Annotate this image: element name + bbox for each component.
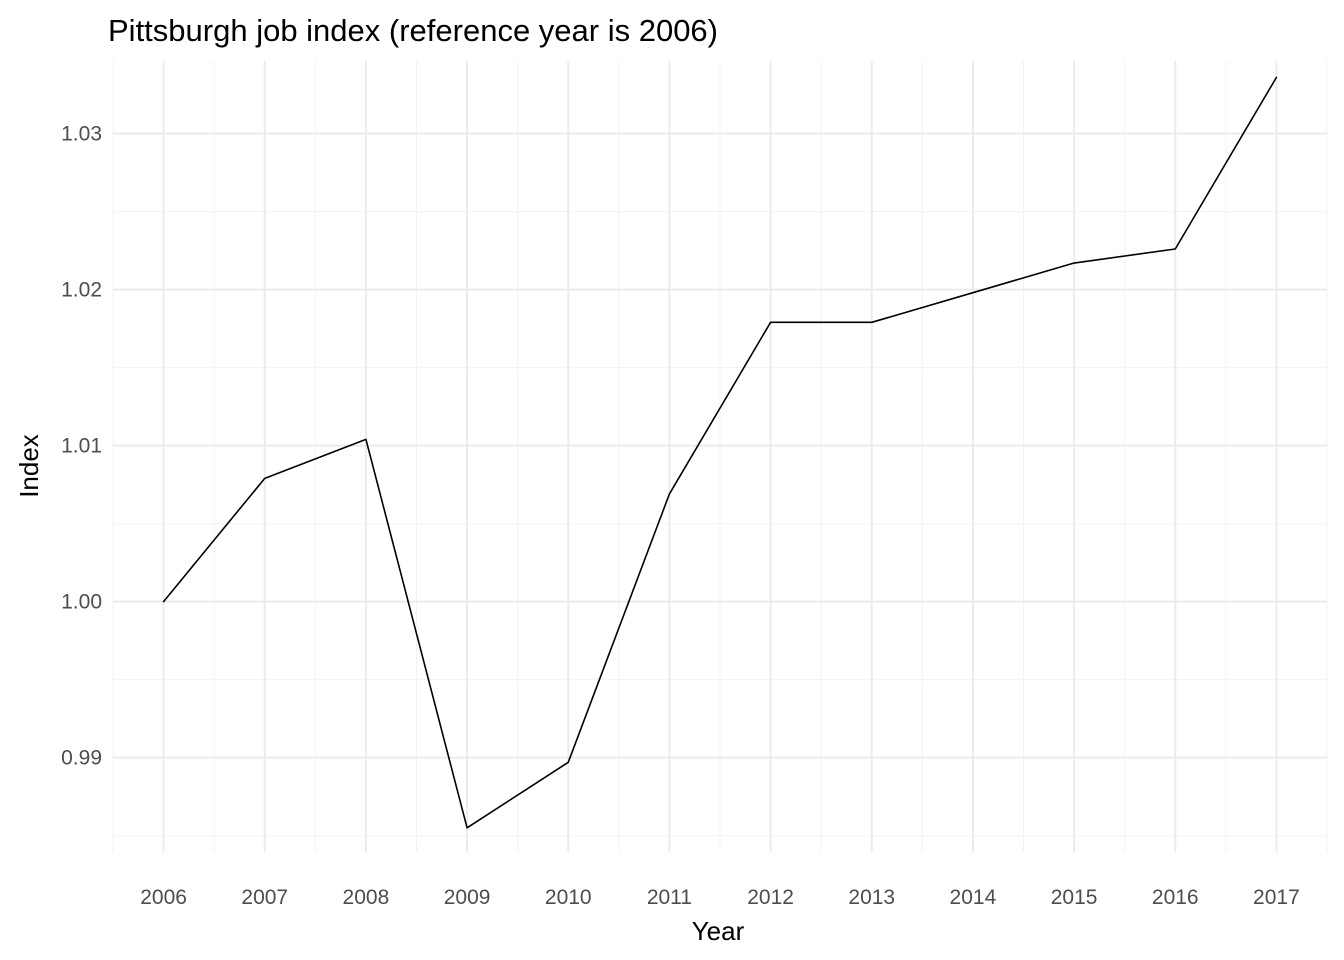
chart-title: Pittsburgh job index (reference year is … — [108, 13, 718, 48]
x-tick-label: 2015 — [1051, 886, 1098, 909]
x-axis-title: Year — [692, 916, 745, 946]
minor-gridlines — [112, 61, 1328, 852]
x-tick-label: 2012 — [747, 886, 794, 909]
x-tick-label: 2011 — [647, 886, 692, 909]
x-tick-label: 2014 — [950, 886, 997, 909]
x-tick-label: 2010 — [545, 886, 592, 909]
plot-panel — [112, 61, 1328, 852]
x-tick-label: 2007 — [241, 886, 288, 909]
y-tick-label: 1.00 — [61, 591, 102, 614]
y-tick-label: 1.02 — [61, 279, 102, 302]
x-tick-label: 2016 — [1152, 886, 1199, 909]
y-tick-label: 0.99 — [61, 747, 102, 770]
major-gridlines — [113, 61, 1327, 852]
y-axis-tick-labels: 0.99 1.00 1.01 1.02 1.03 — [61, 123, 102, 770]
x-tick-label: 2013 — [848, 886, 895, 909]
x-tick-label: 2009 — [444, 886, 491, 909]
x-axis-tick-labels: 2006 2007 2008 2009 2010 2011 2012 2013 2014 2015… — [140, 886, 1300, 909]
x-tick-label: 2006 — [140, 886, 187, 909]
series-line-index — [162, 76, 1278, 829]
y-tick-label: 1.03 — [61, 123, 102, 146]
series-layer — [162, 76, 1278, 829]
x-tick-label: 2008 — [343, 886, 390, 909]
y-axis-title: Index — [14, 434, 44, 498]
x-tick-label: 2017 — [1253, 886, 1300, 909]
y-tick-label: 1.01 — [61, 435, 102, 458]
